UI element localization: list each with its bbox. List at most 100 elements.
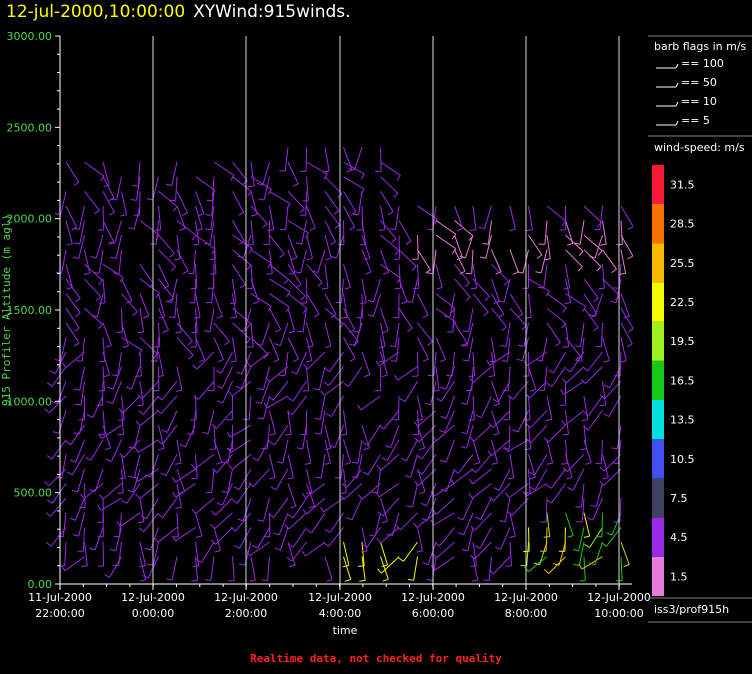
barb-flag bbox=[555, 342, 561, 347]
barb-flag bbox=[567, 535, 574, 538]
wind-barb bbox=[582, 351, 603, 372]
barb-flag bbox=[182, 270, 189, 275]
wind-barb bbox=[491, 278, 500, 305]
barb-flag bbox=[248, 248, 253, 254]
barb-shaft bbox=[65, 205, 78, 228]
barb-shaft bbox=[195, 556, 198, 581]
barb-flag bbox=[284, 279, 289, 285]
barb-shaft bbox=[383, 410, 400, 430]
wind-barb bbox=[412, 264, 420, 290]
wind-barb bbox=[483, 556, 492, 581]
barb-flag bbox=[404, 475, 411, 478]
wind-barb bbox=[620, 337, 627, 363]
barb-flag bbox=[144, 474, 151, 478]
barb-flag bbox=[462, 330, 469, 333]
barb-shaft bbox=[380, 220, 397, 240]
wind-barb bbox=[505, 483, 529, 499]
wind-barb bbox=[324, 351, 344, 373]
wind-barb bbox=[284, 512, 307, 530]
x-tick-time: 22:00:00 bbox=[35, 607, 84, 620]
wind-barb bbox=[433, 366, 440, 392]
wind-barb bbox=[380, 556, 389, 582]
wind-barb bbox=[150, 337, 159, 362]
barb-flag bbox=[55, 271, 62, 274]
barb-shaft bbox=[466, 424, 474, 449]
barb-shaft bbox=[452, 308, 455, 333]
barb-flag bbox=[262, 223, 268, 228]
barb-shaft bbox=[155, 220, 159, 245]
barb-flag bbox=[488, 422, 494, 428]
wind-barb bbox=[489, 337, 496, 363]
wind-barb bbox=[524, 468, 531, 494]
barb-shaft bbox=[236, 483, 252, 504]
barb-flag bbox=[507, 395, 514, 400]
barb-shaft bbox=[61, 249, 67, 274]
barb-shaft bbox=[250, 161, 255, 186]
barb-shaft bbox=[454, 205, 464, 229]
barb-shaft bbox=[319, 395, 326, 420]
barb-flag bbox=[119, 453, 125, 458]
barb-flag bbox=[363, 257, 370, 261]
barb-shaft bbox=[351, 497, 363, 521]
barb-flag bbox=[364, 374, 371, 378]
wind-barb bbox=[517, 249, 529, 274]
speed-swatch bbox=[652, 478, 664, 518]
barb-shaft bbox=[195, 176, 216, 191]
wind-barb bbox=[285, 410, 292, 436]
barb-shaft bbox=[300, 249, 307, 274]
barb-flag bbox=[126, 300, 133, 304]
wind-barb bbox=[112, 541, 122, 567]
barb-flag bbox=[359, 579, 366, 582]
wind-barb bbox=[620, 541, 630, 568]
barb-flag bbox=[589, 314, 596, 317]
barb-flag bbox=[501, 326, 507, 332]
wind-barb bbox=[311, 249, 326, 274]
wind-barb bbox=[361, 424, 370, 451]
barb-shaft bbox=[324, 439, 331, 464]
barb-flag bbox=[478, 226, 485, 230]
barb-shaft bbox=[65, 264, 73, 288]
barb-shaft bbox=[602, 249, 617, 270]
barb-flag bbox=[361, 543, 368, 548]
barb-shaft bbox=[491, 263, 509, 282]
barb-flag bbox=[166, 578, 173, 581]
barb-shaft bbox=[530, 424, 548, 444]
wind-barb bbox=[468, 351, 476, 377]
barb-flag bbox=[75, 312, 81, 317]
barb-shaft bbox=[343, 147, 353, 171]
wind-barb bbox=[454, 205, 464, 231]
barb-flag bbox=[279, 253, 285, 259]
barb-shaft bbox=[242, 234, 252, 259]
barb-flag bbox=[286, 556, 293, 562]
barb-flag bbox=[468, 478, 474, 485]
wind-barb bbox=[256, 322, 270, 346]
wind-barb bbox=[361, 234, 371, 261]
wind-barb bbox=[250, 191, 258, 217]
barb-shaft bbox=[526, 541, 529, 566]
barb-shaft bbox=[543, 366, 548, 391]
wind-barb bbox=[512, 410, 529, 433]
barb-shaft bbox=[158, 264, 170, 287]
wind-barb bbox=[276, 439, 289, 464]
wind-barb bbox=[589, 234, 603, 259]
barb-flag bbox=[279, 228, 286, 231]
barb-flag bbox=[156, 409, 162, 414]
wind-barb bbox=[156, 380, 178, 401]
wind-barb bbox=[491, 249, 502, 275]
barb-shaft bbox=[102, 541, 105, 567]
barb-flag bbox=[562, 467, 568, 472]
barb-flag bbox=[343, 382, 349, 387]
barb-flag bbox=[268, 396, 274, 401]
wind-barb bbox=[195, 337, 206, 363]
barb-flag bbox=[457, 516, 464, 521]
wind-barb bbox=[120, 191, 127, 217]
barb-shaft bbox=[528, 527, 530, 552]
barb-flag bbox=[198, 213, 205, 217]
barb-shaft bbox=[139, 410, 159, 427]
wind-barb bbox=[137, 498, 145, 524]
wind-barb bbox=[187, 249, 196, 275]
wind-barb bbox=[191, 308, 198, 333]
barb-shaft bbox=[491, 278, 500, 302]
wind-barb bbox=[76, 337, 85, 362]
barb-shaft bbox=[269, 454, 276, 478]
